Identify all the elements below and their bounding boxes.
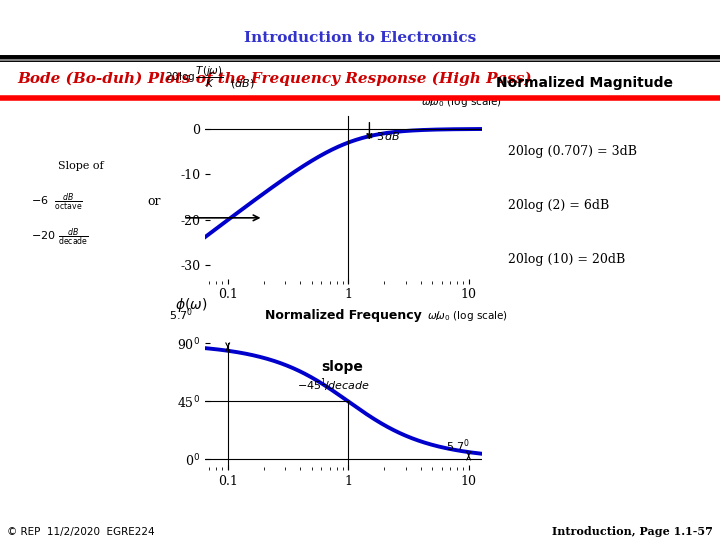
Text: $3\,dB$: $3\,dB$ <box>376 130 401 141</box>
Text: $5.7^0$: $5.7^0$ <box>169 306 194 322</box>
Text: $\omega/\!\!\omega_0\ (\mathrm{log\ scale})$: $\omega/\!\!\omega_0\ (\mathrm{log\ scal… <box>421 95 503 109</box>
Text: Introduction, Page 1.1-57: Introduction, Page 1.1-57 <box>552 526 713 537</box>
Text: or: or <box>148 195 161 208</box>
Text: $-6\ \ \frac{dB}{\mathrm{octave}}$: $-6\ \ \frac{dB}{\mathrm{octave}}$ <box>30 192 83 213</box>
Text: $\phi(\omega)$: $\phi(\omega)$ <box>175 296 207 314</box>
Text: 20log (10) = 20dB: 20log (10) = 20dB <box>508 253 625 266</box>
Text: 20log (2) = 6dB: 20log (2) = 6dB <box>508 199 609 212</box>
Text: slope: slope <box>322 360 364 374</box>
Text: Normalized Magnitude: Normalized Magnitude <box>496 76 673 90</box>
Text: © REP  11/2/2020  EGRE224: © REP 11/2/2020 EGRE224 <box>7 527 155 537</box>
Text: Normalized Frequency: Normalized Frequency <box>266 309 422 322</box>
Text: Bode (Bo-duh) Plots of the Frequency Response (High Pass): Bode (Bo-duh) Plots of the Frequency Res… <box>18 72 532 86</box>
Text: $5.7^0$: $5.7^0$ <box>446 437 470 454</box>
Text: $\omega/\!\!\omega_0\ (\mathrm{log\ scale})$: $\omega/\!\!\omega_0\ (\mathrm{log\ scal… <box>427 309 508 323</box>
Text: $(dB)$: $(dB)$ <box>230 77 255 90</box>
Text: 20log (0.707) = 3dB: 20log (0.707) = 3dB <box>508 145 636 158</box>
Text: $20\log\dfrac{T(j\omega)}{K}$: $20\log\dfrac{T(j\omega)}{K}$ <box>165 65 223 90</box>
Text: Slope of: Slope of <box>58 161 104 172</box>
Text: $-45^1\!/decade$: $-45^1\!/decade$ <box>297 376 369 394</box>
Text: $-20\ \frac{dB}{\mathrm{decade}}$: $-20\ \frac{dB}{\mathrm{decade}}$ <box>30 226 89 248</box>
Text: Introduction to Electronics: Introduction to Electronics <box>244 31 476 45</box>
